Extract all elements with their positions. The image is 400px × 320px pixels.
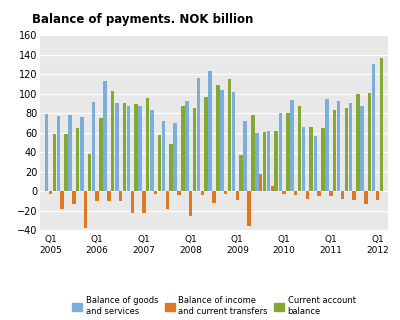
Bar	[169, 144, 173, 191]
Bar	[376, 191, 379, 200]
Bar	[130, 191, 134, 213]
Bar	[216, 85, 220, 191]
Bar	[314, 136, 317, 191]
Bar	[189, 191, 192, 216]
Bar	[158, 135, 161, 191]
Bar	[154, 191, 157, 194]
Bar	[244, 121, 247, 191]
Bar	[76, 128, 80, 191]
Bar	[96, 191, 99, 201]
Bar	[290, 100, 294, 191]
Bar	[119, 191, 122, 201]
Bar	[127, 107, 130, 191]
Bar	[356, 94, 360, 191]
Bar	[80, 117, 84, 191]
Bar	[352, 191, 356, 200]
Bar	[278, 113, 282, 191]
Bar	[236, 191, 239, 200]
Bar	[286, 113, 290, 191]
Bar	[247, 191, 251, 227]
Bar	[321, 128, 325, 191]
Bar	[298, 107, 301, 191]
Bar	[111, 91, 114, 191]
Bar	[185, 100, 189, 191]
Bar	[267, 131, 270, 191]
Bar	[103, 81, 107, 191]
Bar	[107, 191, 111, 201]
Bar	[372, 64, 376, 191]
Text: Balance of payments. NOK billion: Balance of payments. NOK billion	[32, 13, 253, 26]
Bar	[325, 99, 329, 191]
Bar	[224, 191, 228, 194]
Bar	[162, 121, 165, 191]
Bar	[181, 107, 184, 191]
Bar	[255, 133, 259, 191]
Bar	[115, 102, 118, 191]
Bar	[310, 127, 313, 191]
Bar	[174, 123, 177, 191]
Bar	[193, 108, 196, 191]
Bar	[337, 100, 340, 191]
Bar	[220, 90, 224, 191]
Bar	[380, 58, 383, 191]
Bar	[204, 97, 208, 191]
Bar	[92, 101, 95, 191]
Bar	[68, 115, 72, 191]
Bar	[52, 134, 56, 191]
Bar	[344, 108, 348, 191]
Bar	[333, 110, 336, 191]
Bar	[341, 191, 344, 199]
Bar	[64, 134, 68, 191]
Bar	[232, 92, 235, 191]
Bar	[208, 71, 212, 191]
Bar	[166, 191, 169, 209]
Bar	[302, 127, 305, 191]
Bar	[57, 116, 60, 191]
Bar	[142, 191, 146, 213]
Bar	[368, 93, 371, 191]
Bar	[212, 191, 216, 203]
Bar	[259, 174, 262, 191]
Bar	[146, 98, 150, 191]
Bar	[177, 191, 181, 195]
Bar	[84, 191, 87, 228]
Bar	[282, 191, 286, 194]
Bar	[294, 191, 298, 195]
Bar	[150, 110, 154, 191]
Bar	[348, 102, 352, 191]
Bar	[228, 79, 231, 191]
Legend: Balance of goods
and services, Balance of income
and current transfers, Current : Balance of goods and services, Balance o…	[69, 293, 359, 319]
Bar	[239, 155, 243, 191]
Bar	[274, 131, 278, 191]
Bar	[364, 191, 368, 204]
Bar	[360, 107, 364, 191]
Bar	[72, 191, 76, 204]
Bar	[329, 191, 332, 196]
Bar	[271, 187, 274, 191]
Bar	[99, 118, 103, 191]
Bar	[138, 107, 142, 191]
Bar	[88, 154, 91, 191]
Bar	[60, 191, 64, 209]
Bar	[45, 114, 48, 191]
Bar	[134, 103, 138, 191]
Bar	[200, 191, 204, 195]
Bar	[317, 191, 321, 196]
Bar	[263, 132, 266, 191]
Bar	[123, 102, 126, 191]
Bar	[306, 191, 309, 199]
Bar	[49, 191, 52, 194]
Bar	[251, 115, 254, 191]
Bar	[197, 78, 200, 191]
